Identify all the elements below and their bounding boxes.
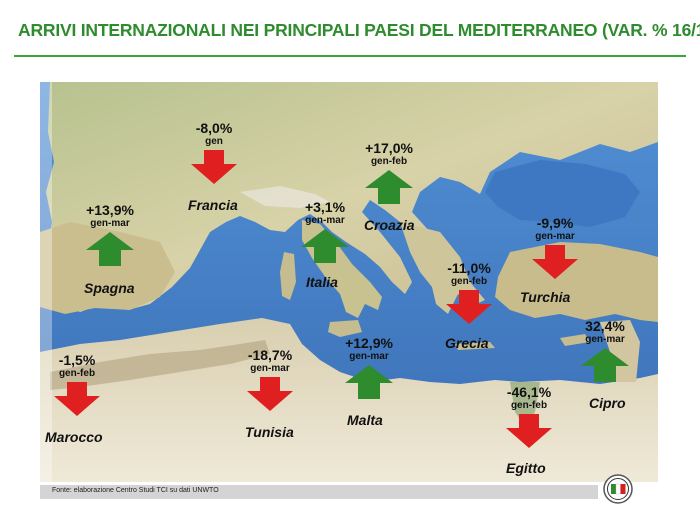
down-arrow-icon (446, 290, 492, 324)
period-label: gen-mar (305, 215, 345, 226)
down-arrow-icon (506, 414, 552, 448)
change-value: -46,1% (506, 384, 552, 400)
country-cipro: 32,4% gen-mar (545, 318, 658, 382)
country-tunisia: -18,7% gen-mar (210, 347, 330, 411)
period-label: gen-feb (370, 156, 408, 167)
period-label: gen-feb (450, 276, 488, 287)
change-value: +17,0% (365, 140, 413, 156)
country-name-croazia: Croazia (364, 217, 415, 233)
up-arrow-icon (301, 229, 349, 263)
change-value: +3,1% (304, 199, 346, 215)
country-name-egitto: Egitto (506, 460, 546, 476)
change-value: 32,4% (585, 318, 625, 334)
country-name-tunisia: Tunisia (245, 424, 294, 440)
country-marocco: -1,5% gen-feb (40, 352, 137, 416)
change-value: -18,7% (247, 347, 293, 363)
country-francia: -8,0% gen (154, 120, 274, 184)
period-label: gen-mar (535, 231, 575, 242)
country-croazia: +17,0% gen-feb (329, 140, 449, 204)
country-name-malta: Malta (347, 412, 383, 428)
country-name-francia: Francia (188, 197, 238, 213)
source-bar: Fonte: elaborazione Centro Studi TCI su … (40, 485, 598, 499)
change-value: +13,9% (86, 202, 134, 218)
tci-logo-icon (603, 474, 633, 504)
change-value: -8,0% (195, 120, 233, 136)
down-arrow-icon (191, 150, 237, 184)
title-divider (14, 55, 686, 57)
up-arrow-icon (86, 232, 134, 266)
map-background (40, 82, 658, 482)
down-arrow-icon (54, 382, 100, 416)
country-name-marocco: Marocco (45, 429, 103, 445)
period-label: gen-feb (58, 368, 96, 379)
period-label: gen-feb (510, 400, 548, 411)
country-grecia: -11,0% gen-feb (409, 260, 529, 324)
change-value: -1,5% (58, 352, 96, 368)
mediterranean-map: -8,0% gen Francia +17,0% gen-feb Croazia… (40, 82, 658, 482)
period-label: gen-mar (585, 334, 625, 345)
change-value: -9,9% (536, 215, 574, 231)
country-spagna: +13,9% gen-mar (50, 202, 170, 266)
up-arrow-icon (581, 348, 629, 382)
period-label: gen-mar (349, 351, 389, 362)
country-turchia: -9,9% gen-mar (495, 215, 615, 279)
country-name-turchia: Turchia (520, 289, 571, 305)
country-name-italia: Italia (306, 274, 338, 290)
source-text: Fonte: elaborazione Centro Studi TCI su … (52, 487, 219, 494)
country-name-cipro: Cipro (589, 395, 626, 411)
period-label: gen (205, 136, 223, 147)
period-label: gen-mar (90, 218, 130, 229)
up-arrow-icon (365, 170, 413, 204)
change-value: +12,9% (345, 335, 393, 351)
period-label: gen-mar (250, 363, 290, 374)
country-egitto: -46,1% gen-feb (469, 384, 589, 448)
down-arrow-icon (247, 377, 293, 411)
country-italia: +3,1% gen-mar (265, 199, 385, 263)
up-arrow-icon (345, 365, 393, 399)
country-name-grecia: Grecia (445, 335, 489, 351)
country-name-spagna: Spagna (84, 280, 135, 296)
change-value: -11,0% (447, 260, 491, 276)
page-title: ARRIVI INTERNAZIONALI NEI PRINCIPALI PAE… (18, 20, 700, 40)
country-malta: +12,9% gen-mar (309, 335, 429, 399)
down-arrow-icon (532, 245, 578, 279)
